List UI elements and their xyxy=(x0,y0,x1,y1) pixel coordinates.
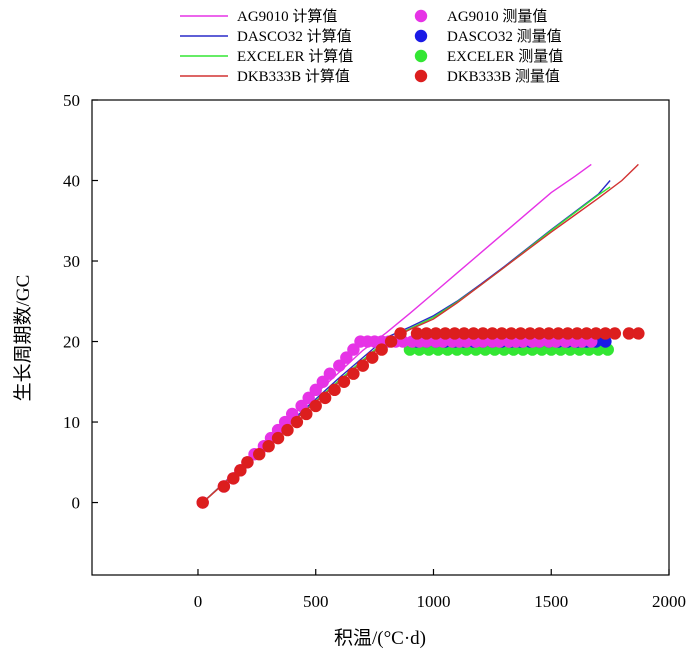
data-point-dkb333b xyxy=(318,391,332,405)
data-point-dkb333b xyxy=(523,327,537,340)
data-point-dkb333b xyxy=(281,423,294,437)
data-point-dkb333b xyxy=(622,327,636,340)
legend-label: DKB333B 测量值 xyxy=(447,68,560,85)
data-point-ag9010 xyxy=(333,359,346,372)
x-axis: 0 500 1000 1500 2000 xyxy=(194,569,686,611)
legend-label: AG9010 计算值 xyxy=(237,7,337,25)
data-point-dkb333b xyxy=(394,327,407,340)
data-point-ag9010 xyxy=(340,351,353,364)
data-point-ag9010 xyxy=(309,383,322,397)
data-point-ag9010 xyxy=(323,367,337,380)
y-tick-label: 20 xyxy=(63,333,80,352)
data-point-dkb333b xyxy=(410,327,424,340)
data-point-dkb333b xyxy=(599,327,612,340)
y-tick-label: 10 xyxy=(63,413,80,432)
y-tick-label: 50 xyxy=(63,91,80,110)
data-point-dkb333b xyxy=(552,327,565,340)
data-point-dkb333b xyxy=(570,327,584,340)
legend: AG9010 计算值 DASCO32 计算值 EXCELER 计算值 DKB333B … xyxy=(180,7,563,85)
legend-label: EXCELER 测量值 xyxy=(447,48,563,65)
legend-swatch-marker xyxy=(414,29,428,43)
legend-label: AG9010 测量值 xyxy=(447,8,547,25)
x-tick-label: 500 xyxy=(303,592,329,611)
data-point-dkb333b xyxy=(580,327,593,340)
legend-label: DASCO32 测量值 xyxy=(447,28,562,45)
data-point-dkb333b xyxy=(253,448,266,461)
data-point-dkb333b xyxy=(241,456,254,469)
y-axis-title: 生长周期数/GC xyxy=(12,275,34,402)
data-point-dkb333b xyxy=(347,367,360,380)
x-tick-label: 1000 xyxy=(416,592,450,611)
data-point-dkb333b xyxy=(467,327,480,340)
data-point-dkb333b xyxy=(375,343,388,356)
data-point-ag9010 xyxy=(347,343,360,356)
data-point-dkb333b xyxy=(217,480,231,493)
y-tick-label: 0 xyxy=(72,494,81,513)
data-point-dkb333b xyxy=(495,327,508,340)
y-tick-label: 40 xyxy=(63,172,80,191)
x-axis-title: 积温/(°C·d) xyxy=(334,627,426,649)
legend-label: DKB333B 计算值 xyxy=(237,67,350,85)
data-point-dkb333b xyxy=(589,327,603,340)
x-tick-label: 1500 xyxy=(534,592,568,611)
data-point-dkb333b xyxy=(356,359,370,372)
data-point-dkb333b xyxy=(533,327,546,340)
data-point-dkb333b xyxy=(486,327,499,340)
data-point-dkb333b xyxy=(476,327,490,340)
series-layer xyxy=(196,163,645,509)
x-tick-label: 2000 xyxy=(652,592,686,611)
data-point-dkb333b xyxy=(448,327,461,340)
legend-swatch-marker xyxy=(414,69,428,83)
data-point-dkb333b xyxy=(309,399,322,413)
plot-area-frame xyxy=(91,99,670,576)
data-point-dkb333b xyxy=(234,464,247,477)
data-point-dkb333b xyxy=(262,439,275,453)
legend-swatch-marker xyxy=(414,9,428,23)
y-tick-label: 30 xyxy=(63,252,80,271)
data-point-ag9010 xyxy=(316,375,329,388)
legend-label: EXCELER 计算值 xyxy=(237,47,353,65)
data-point-dkb333b xyxy=(328,383,341,397)
data-point-dkb333b xyxy=(514,327,527,340)
y-axis: 0 10 20 30 40 50 xyxy=(63,91,98,513)
data-point-dkb333b xyxy=(457,327,471,340)
data-point-dkb333b xyxy=(632,327,645,340)
data-point-dkb333b xyxy=(227,472,240,485)
data-point-dkb333b xyxy=(366,351,379,364)
data-point-dkb333b xyxy=(542,327,556,340)
data-point-dkb333b xyxy=(196,496,209,509)
x-tick-label: 0 xyxy=(194,592,203,611)
data-point-dkb333b xyxy=(561,327,574,340)
data-point-dkb333b xyxy=(439,327,452,340)
data-point-dkb333b xyxy=(608,327,622,340)
data-point-dkb333b xyxy=(290,415,304,429)
data-point-dkb333b xyxy=(420,327,433,340)
data-point-dkb333b xyxy=(271,431,285,445)
legend-swatch-marker xyxy=(414,49,428,63)
legend-label: DASCO32 计算值 xyxy=(237,27,352,45)
data-point-dkb333b xyxy=(337,375,351,388)
data-point-dkb333b xyxy=(505,327,518,340)
data-point-dkb333b xyxy=(429,327,443,340)
data-point-ag9010 xyxy=(302,391,315,405)
data-point-dkb333b xyxy=(300,407,313,421)
data-point-dkb333b xyxy=(384,335,398,348)
